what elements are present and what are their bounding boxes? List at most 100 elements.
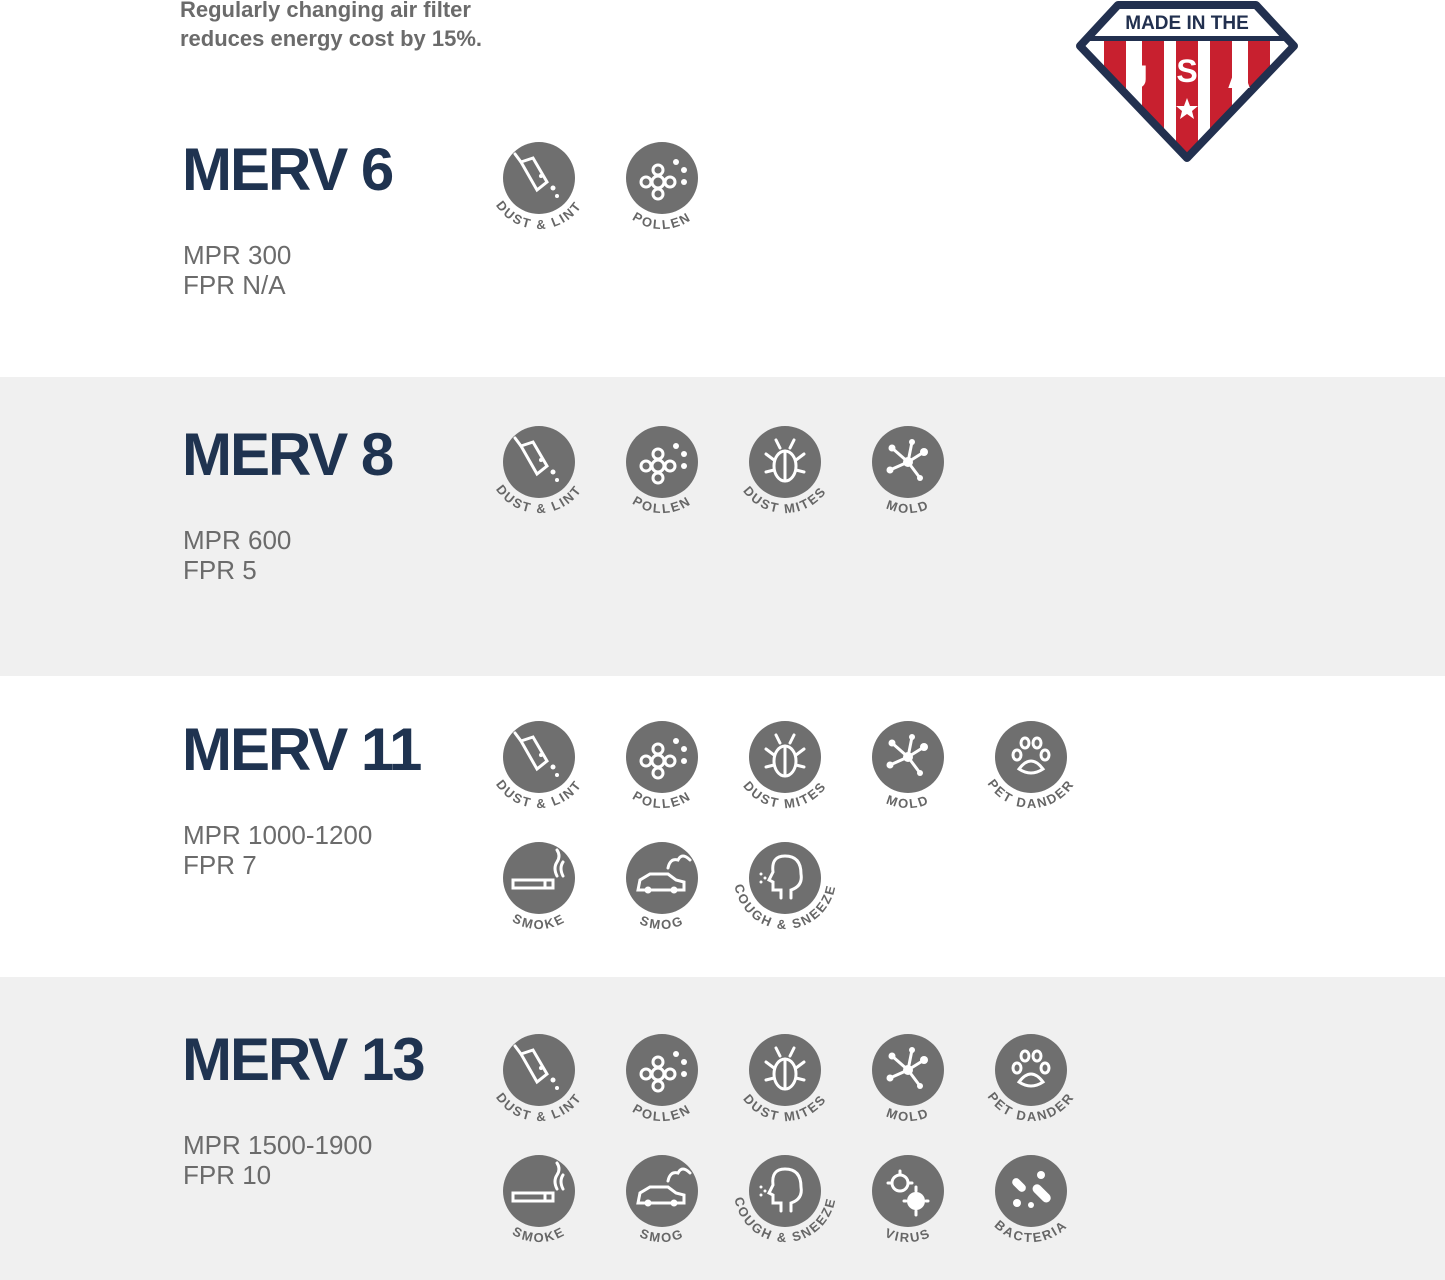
icon-glyph [759,1167,803,1213]
icon-glyph [1012,1171,1051,1208]
glyph-shape [670,886,678,894]
glyph-shape [518,735,549,772]
glyph-shape [1016,759,1046,775]
glyph-shape [651,1055,665,1069]
glyph-shape [666,1167,692,1183]
glyph-shape [764,438,806,483]
contaminant-icon: MOLD [872,721,944,811]
icon-label-path: POLLEN [630,493,692,516]
badge-star [1176,98,1198,119]
glyph-shape [888,735,926,775]
glyph-shape [1031,1049,1043,1063]
glyph-shape [766,1167,803,1213]
glyph-shape [1011,1061,1023,1075]
icon-label: POLLEN [630,209,694,232]
glyph-shape [539,753,543,757]
glyph-shape [550,469,556,475]
glyph-shape [639,1067,653,1081]
glyph-shape [920,448,928,456]
icon-circle [995,721,1067,793]
glyph-shape [764,1046,806,1091]
contaminant-icon: PET DANDER [985,721,1075,811]
icon-label-path: VIRUS [883,1225,931,1245]
glyph-shape [651,1079,665,1093]
icon-circle [503,721,575,793]
icon-label-path: SMOG [638,913,684,933]
glyph-shape [888,739,896,747]
glyph-shape [1019,1049,1031,1063]
icon-label-path: MOLD [885,1105,930,1124]
glyph-shape [886,1074,894,1082]
icon-grid: DUST & LINT POLLEN DUST MITES MOLD PET DANDE… [477,1033,1097,1275]
glyph-shape [681,758,687,764]
glyph-shape [511,1191,555,1203]
contaminant-icon: COUGH & SNEEZE [731,1155,837,1245]
glyph-shape [909,1047,915,1053]
glyph-shape [1013,1199,1021,1207]
glyph-shape [1039,1061,1051,1075]
icon-label: MOLD [885,1105,932,1124]
glyph-shape [766,854,803,900]
glyph-shape [909,439,915,445]
glyph-shape [759,880,763,884]
icon-label-path: SMOG [638,1226,684,1246]
icon-circle [503,142,575,214]
icon-glyph [764,438,806,483]
badge-letter: U [1124,59,1147,95]
glyph-shape [651,187,665,201]
glyph-shape [663,754,677,768]
icon-glyph [886,439,928,481]
icon-grid: DUST & LINT POLLEN DUST MITES MOLD [477,425,1097,546]
icon-circle [749,1155,821,1227]
glyph-shape [917,1083,923,1089]
icon-glyph [764,1046,806,1091]
contaminant-icon: DUST MITES [740,1034,828,1124]
icon-circle [503,426,575,498]
fpr-rating: FPR 5 [183,555,257,585]
fpr-rating: FPR N/A [183,270,286,300]
glyph-shape [681,746,687,752]
glyph-shape [917,770,923,776]
glyph-shape [539,174,543,178]
icon-circle [995,1034,1067,1106]
icon-glyph [764,733,806,778]
contaminant-icon: VIRUS [872,1155,944,1245]
glyph-shape [555,1086,559,1090]
mpr-rating: MPR 300 [183,240,292,270]
glyph-shape [636,1185,686,1205]
icon-circle [995,1155,1067,1227]
glyph-shape [644,886,652,894]
icon-glyph [1011,736,1051,775]
contaminant-icon: DUST & LINT [493,721,583,811]
glyph-shape [550,185,556,191]
glyph-shape [886,1169,930,1217]
usa-badge: MADE IN THE U S A [1076,1,1298,162]
glyph-shape [550,764,556,770]
glyph-shape [1012,1178,1026,1192]
contaminant-icon: BACTERIA [992,1155,1068,1245]
glyph-shape [681,179,687,185]
glyph-shape [886,466,894,474]
glyph-shape [888,1048,926,1088]
icon-label: SMOG [638,1226,686,1246]
contaminant-icon: SMOG [626,1155,698,1246]
glyph-shape [539,1066,543,1070]
icon-glyph [886,734,928,776]
glyph-shape [681,451,687,457]
contaminant-icon: DUST & LINT [493,426,583,516]
icon-glyph [513,1044,559,1090]
badge-divider [1082,36,1292,41]
icon-label: SMOKE [510,1224,568,1246]
ratings: MPR 1500-1900 FPR 10 [183,1130,372,1190]
glyph-shape [888,1052,896,1060]
contaminant-icon: POLLEN [626,1034,698,1124]
glyph-shape [651,766,665,780]
glyph-shape [663,459,677,473]
glyph-shape [511,878,555,890]
icon-label-path: POLLEN [630,209,692,232]
contaminant-icon: DUST & LINT [493,1034,583,1124]
merv-title: MERV 11 [182,716,422,783]
glyph-shape [539,458,543,462]
merv-section: MERV 11 MPR 1000-1200 FPR 7 DUST & LINT POLL… [0,676,1445,977]
glyph-shape [636,872,686,892]
